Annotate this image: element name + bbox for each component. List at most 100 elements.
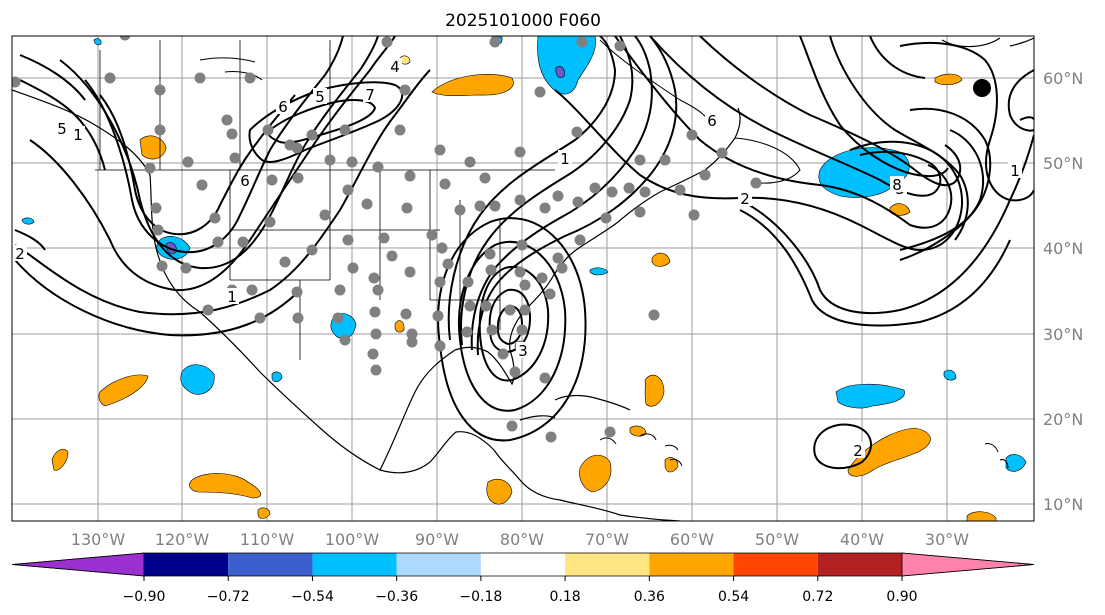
station-marker [406,336,418,348]
station-marker [180,262,192,274]
station-marker [209,212,221,224]
orange-anomaly [257,507,271,519]
station-marker [442,258,454,270]
contour-label: 1 [1010,162,1020,180]
station-marker [544,288,556,300]
latitude-label: 40°N [1043,239,1083,258]
contour-labels: 46756231265311281 [13,58,1022,460]
longitude-label: 40°W [840,530,884,549]
station-marker [372,284,384,296]
colorbar-tick-label: 0.18 [550,589,581,605]
orange-anomaly [644,374,665,407]
blue-anomaly [835,383,905,409]
station-marker [194,72,206,84]
station-marker [182,156,194,168]
station-marker [572,196,584,208]
longitude-label: 90°W [415,530,459,549]
station-marker [104,72,116,84]
station-marker [454,204,466,216]
station-marker [648,309,660,321]
latitude-label: 30°N [1043,325,1083,344]
longitude-label: 30°W [925,530,969,549]
station-marker [536,272,548,284]
station-marker [292,172,304,184]
station-marker [485,264,497,276]
station-marker [534,86,546,98]
colorbar-segment [312,553,397,576]
station-marker [623,182,635,194]
station-marker [144,162,156,174]
longitude-label: 70°W [585,530,629,549]
blue-anomaly [21,217,35,225]
map-frame [11,35,1035,522]
station-marker [539,372,551,384]
station-marker [614,40,626,52]
orange-anomaly [431,73,514,97]
blue-anomaly [589,267,609,276]
station-marker [686,129,698,141]
station-marker [342,234,354,246]
station-marker [401,202,413,214]
blue-anomaly [180,364,215,395]
station-marker [319,209,331,221]
station-marker [339,124,351,136]
colorbar-segment [733,553,818,576]
station-marker [489,200,501,212]
station-marker [434,340,446,352]
latitude-label: 50°N [1043,154,1083,173]
orange-anomaly [394,320,405,333]
blue-anomaly [537,36,596,95]
latitude-label: 10°N [1043,495,1083,514]
contour-label: 6 [707,112,717,130]
colorbar-tick-label: −0.36 [375,589,418,605]
colorbar-low-arrow [11,552,145,577]
station-marker [504,304,516,316]
station-marker [464,300,476,312]
blue-anomaly [1005,454,1027,472]
station-marker [324,154,336,166]
station-marker [716,147,728,159]
orange-anomaly [651,252,671,267]
colorbar-high-arrow [901,552,1035,577]
station-marker [404,266,416,278]
station-marker [237,236,249,248]
station-marker [372,161,384,173]
colorbar-tick-label: 0.90 [886,589,917,605]
station-marker [346,156,358,168]
orange-anomaly [847,427,931,477]
orange-anomaly [934,73,963,86]
contour-label: 1 [73,126,83,144]
colorbar-segment [565,553,650,576]
colorbar-segment [228,553,313,576]
station-marker [291,142,303,154]
station-marker [399,84,411,96]
station-marker [606,186,618,198]
contour-label: 6 [278,98,288,116]
station-marker [486,324,498,336]
station-marker [699,169,711,181]
station-marker [461,326,473,338]
station-marker [156,260,168,272]
station-marker [426,229,438,241]
station-marker [150,202,162,214]
station-marker [479,172,491,184]
colorbar-tick-label: 0.54 [718,589,749,605]
station-marker [600,212,612,224]
highlighted-station-marker [973,79,991,97]
longitude-label: 130°W [71,530,126,549]
station-marker [291,286,303,298]
station-marker [154,124,166,136]
station-marker [196,179,208,191]
station-marker [516,324,528,336]
station-marker [394,124,406,136]
station-marker [221,114,233,126]
station-marker [519,279,531,291]
station-marker [514,194,526,206]
longitude-label: 120°W [155,530,210,549]
station-marker [432,310,444,322]
longitude-label: 100°W [325,530,380,549]
station-marker [262,124,274,136]
station-marker [246,284,258,296]
station-marker [154,84,166,96]
station-marker [378,232,390,244]
